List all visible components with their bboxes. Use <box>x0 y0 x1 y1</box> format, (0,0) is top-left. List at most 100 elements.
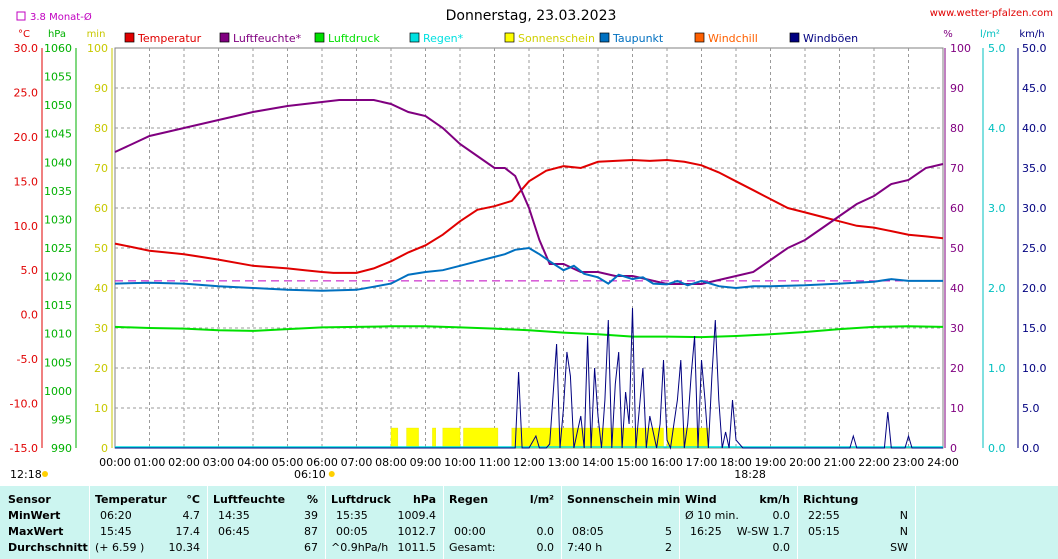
header-rain-unit: l/m² <box>529 493 554 506</box>
header-sunshine: Sonnenschein min <box>567 493 681 506</box>
axis-unit-rain: l/m² <box>980 29 1000 40</box>
axis-unit-percent: % <box>943 29 953 40</box>
pressure-tick-label: 995 <box>51 413 72 426</box>
pressure-tick-label: 1010 <box>44 328 72 341</box>
axis-unit-pressure: hPa <box>48 29 66 40</box>
max-press-time: 00:05 <box>336 525 368 538</box>
sun-tick-label: 0 <box>101 442 108 455</box>
sunshine-bar <box>432 427 436 449</box>
rain-tick-label: 4.0 <box>988 122 1006 135</box>
temp-tick-label: -15.0 <box>10 442 38 455</box>
x-tick-label: 05:00 <box>272 456 304 469</box>
wind-tick-label: 40.0 <box>1022 122 1047 135</box>
header-direction: Richtung <box>803 493 859 506</box>
min-wind-time: Ø 10 min. <box>685 509 739 522</box>
axis-unit-temp: °C <box>18 29 30 40</box>
table-divider <box>561 486 562 559</box>
pressure-tick-label: 1015 <box>44 299 72 312</box>
header-humidity-unit: % <box>306 493 318 506</box>
avg-temp-value: 10.34 <box>168 541 201 554</box>
humidity-tick-label: 20 <box>950 362 964 375</box>
max-hum-value: 87 <box>304 525 318 538</box>
legend-swatch <box>409 32 420 43</box>
avg-hum-value: 67 <box>304 541 318 554</box>
avg-press-value: 1011.5 <box>397 541 437 554</box>
x-tick-label: 23:00 <box>893 456 925 469</box>
pressure-tick-label: 990 <box>51 442 72 455</box>
legend-label: Regen* <box>423 32 464 45</box>
sun-tick-label: 30 <box>94 322 108 335</box>
sunshine-bar <box>463 427 499 449</box>
legend-label: Windchill <box>708 32 758 45</box>
x-tick-label: 24:00 <box>927 456 959 469</box>
monthly-average-label: 3.8 Monat-Ø <box>30 11 92 23</box>
series-line-luftdruck <box>114 325 944 339</box>
max-press-value: 1012.7 <box>397 525 437 538</box>
sun-tick-label: 90 <box>94 82 108 95</box>
legend-swatch <box>694 32 705 43</box>
table-divider <box>443 486 444 559</box>
legend-label: Windböen <box>803 32 858 45</box>
humidity-tick-label: 50 <box>950 242 964 255</box>
sun-tick-label: 70 <box>94 162 108 175</box>
min-temp-time: 06:20 <box>100 509 132 522</box>
sunrise-label: 06:10 <box>294 468 326 481</box>
temp-tick-label: 10.0 <box>14 220 39 233</box>
humidity-tick-label: 90 <box>950 82 964 95</box>
sun-tick-label: 60 <box>94 202 108 215</box>
humidity-tick-label: 40 <box>950 282 964 295</box>
max-sun-value: 5 <box>665 525 672 538</box>
sun-tick-label: 80 <box>94 122 108 135</box>
min-press-value: 1009.4 <box>397 509 437 522</box>
avg-wind-value: 0.0 <box>772 541 791 554</box>
humidity-tick-label: 30 <box>950 322 964 335</box>
avg-dir-value: SW <box>890 541 908 554</box>
legend-swatch <box>504 32 515 43</box>
series-line-windben <box>115 307 943 450</box>
local-time-icon <box>42 471 48 477</box>
humidity-tick-label: 0 <box>950 442 957 455</box>
legend-label: Taupunkt <box>612 32 664 45</box>
min-hum-value: 39 <box>304 509 318 522</box>
header-temperature: Temperatur <box>95 493 167 506</box>
wind-tick-label: 0.0 <box>1022 442 1040 455</box>
temp-tick-label: 0.0 <box>21 309 39 322</box>
header-humidity: Luftfeuchte <box>213 493 286 506</box>
table-divider <box>797 486 798 559</box>
x-tick-label: 18:00 <box>720 456 752 469</box>
min-dir-time: 22:55 <box>808 509 840 522</box>
legend-swatch <box>314 32 325 43</box>
max-hum-time: 06:45 <box>218 525 250 538</box>
x-tick-label: 01:00 <box>134 456 166 469</box>
legend-swatch <box>599 32 610 43</box>
wind-tick-label: 50.0 <box>1022 42 1047 55</box>
sunshine-bar <box>406 427 419 449</box>
series-line-luftfeuchte <box>114 99 944 285</box>
pressure-tick-label: 1050 <box>44 99 72 112</box>
x-tick-label: 14:00 <box>582 456 614 469</box>
sunshine-bar <box>390 427 399 449</box>
temp-tick-label: 30.0 <box>14 42 39 55</box>
min-dir-value: N <box>899 509 908 522</box>
legend-label: Sonnenschein <box>518 32 595 45</box>
avg-sun-value: 2 <box>665 541 672 554</box>
statistics-table: Sensor Temperatur °C Luftfeuchte % Luftd… <box>0 486 1058 559</box>
temp-tick-label: 15.0 <box>14 175 39 188</box>
sunshine-bar <box>442 427 461 449</box>
table-divider <box>89 486 90 559</box>
x-tick-label: 17:00 <box>686 456 718 469</box>
legend-label: Temperatur <box>137 32 202 45</box>
sunrise-icon <box>328 471 335 477</box>
max-rain-value: 0.0 <box>536 525 555 538</box>
x-tick-label: 10:00 <box>444 456 476 469</box>
max-wind-value: W-SW 1.7 <box>736 525 790 538</box>
max-temp-value: 17.4 <box>175 525 201 538</box>
rain-tick-label: 5.0 <box>988 42 1006 55</box>
rain-tick-label: 1.0 <box>988 362 1006 375</box>
header-sensor: Sensor <box>8 493 51 506</box>
humidity-tick-label: 60 <box>950 202 964 215</box>
sun-tick-label: 40 <box>94 282 108 295</box>
axis-unit-minutes: min <box>87 29 106 40</box>
header-wind-unit: km/h <box>759 493 790 506</box>
x-tick-label: 12:00 <box>513 456 545 469</box>
